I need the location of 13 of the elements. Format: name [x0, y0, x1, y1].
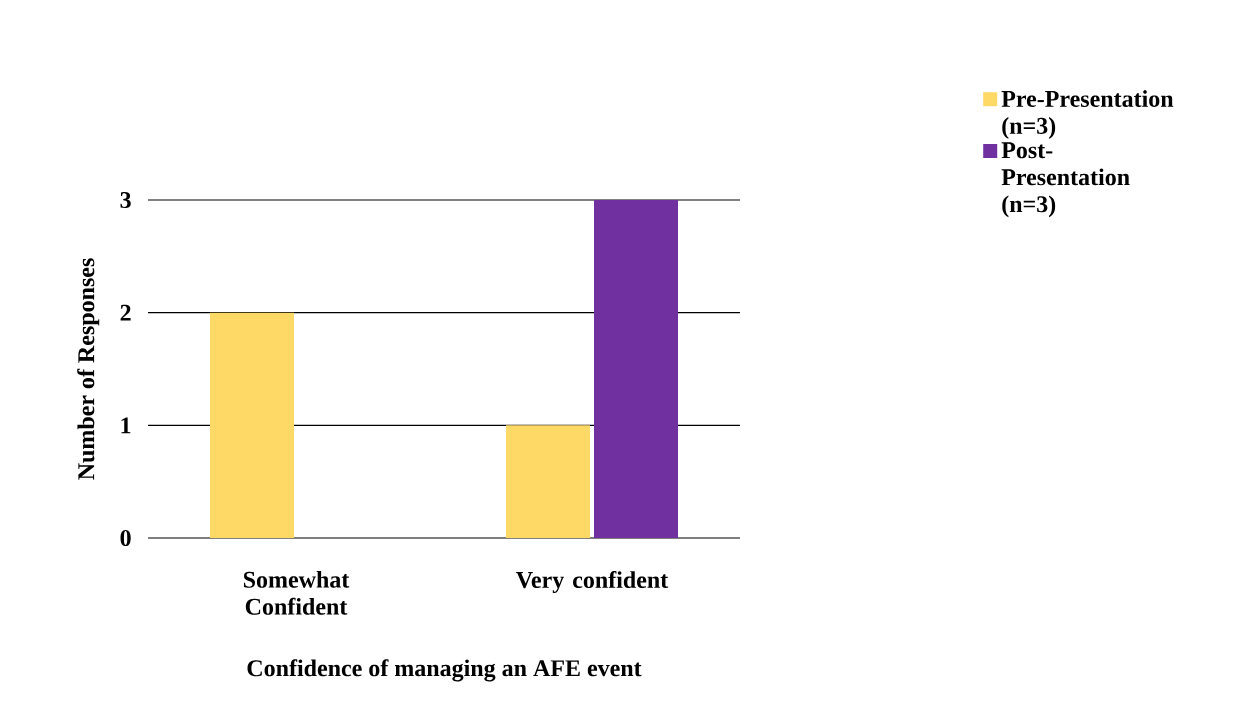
y-tick-label: 0 [120, 529, 131, 547]
bar [594, 200, 679, 538]
y-tick-label: 2 [120, 304, 131, 321]
y-tick-label: 3 [120, 191, 131, 209]
legend-label: Post-Presentation (n=3) [1001, 142, 1130, 218]
x-tick-label: Very confident [516, 570, 669, 594]
legend-label: Pre-Presentation (n=3) [1001, 90, 1174, 139]
x-axis-title: Confidence of managing an AFE event [247, 659, 642, 682]
x-tick-label: Somewhat Confident [243, 570, 350, 615]
y-axis-title: Number of Responses [77, 258, 100, 480]
bar [506, 425, 591, 538]
bar [210, 312, 295, 538]
y-tick-label: 1 [121, 417, 131, 434]
